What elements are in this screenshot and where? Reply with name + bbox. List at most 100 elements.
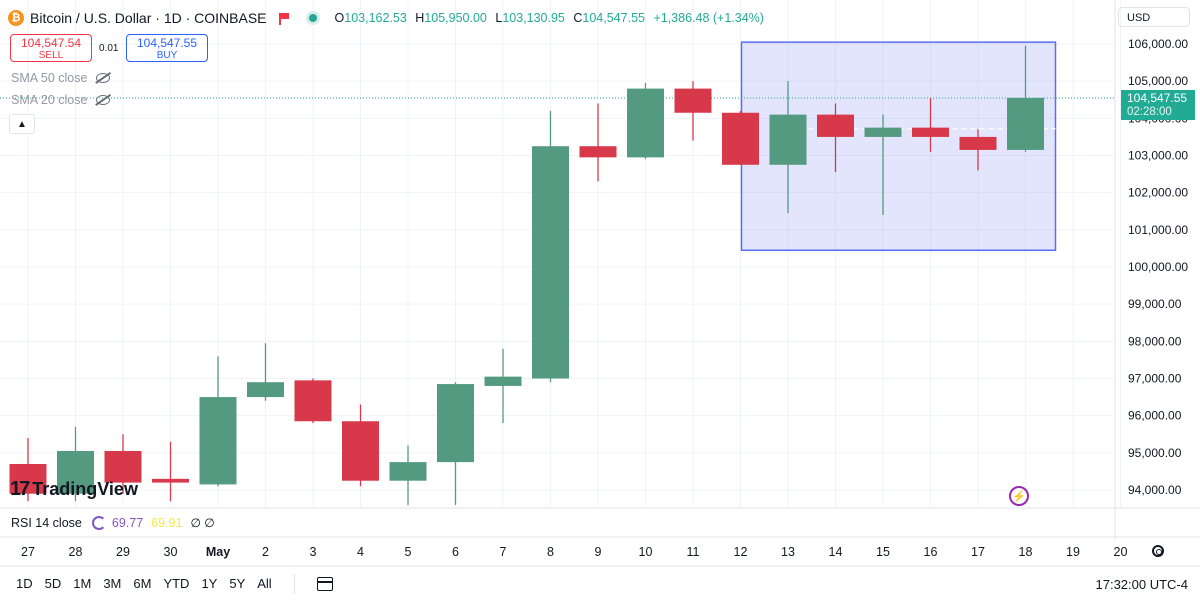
y-tick-label: 94,000.00 bbox=[1128, 483, 1182, 497]
lightning-icon[interactable]: ⚡ bbox=[1009, 486, 1029, 506]
candle-up bbox=[769, 114, 807, 165]
calendar-icon[interactable] bbox=[316, 577, 333, 591]
buy-label: BUY bbox=[156, 50, 178, 61]
timeframe-all[interactable]: All bbox=[257, 576, 272, 591]
clock[interactable]: 17:32:00 UTC-4 bbox=[1095, 576, 1189, 592]
rsi-legend[interactable]: RSI 14 close 69.77 69.91 ∅ ∅ bbox=[11, 516, 223, 530]
x-tick-label: 10 bbox=[639, 545, 653, 559]
timeframe-ytd[interactable]: YTD bbox=[163, 576, 190, 591]
chevron-up-icon: ▲ bbox=[17, 118, 27, 130]
flag-icon[interactable] bbox=[278, 13, 289, 25]
symbol-title[interactable]: Bitcoin / U.S. Dollar · 1D · COINBASE bbox=[30, 10, 267, 26]
rsi-value: 69.77 bbox=[111, 516, 144, 530]
x-tick-label: 28 bbox=[69, 545, 83, 559]
eye-hidden-icon[interactable] bbox=[96, 95, 111, 105]
y-tick-label: 102,000.00 bbox=[1128, 186, 1188, 200]
x-tick-label: 8 bbox=[547, 545, 554, 559]
timeframe-1y[interactable]: 1Y bbox=[201, 576, 218, 591]
candle-up bbox=[389, 462, 427, 481]
timeframe-1d[interactable]: 1D bbox=[16, 576, 33, 591]
currency-selector[interactable]: USD bbox=[1118, 7, 1190, 27]
candle-down bbox=[912, 127, 949, 137]
spread-value: 0.01 bbox=[99, 43, 119, 54]
toolbar-divider bbox=[293, 574, 295, 594]
x-tick-label: 3 bbox=[310, 545, 317, 559]
rsi-ma-value: 69.91 bbox=[151, 516, 183, 530]
x-tick-label: 13 bbox=[781, 545, 795, 559]
timeframe-6m[interactable]: 6M bbox=[133, 576, 152, 591]
y-tick-label: 101,000.00 bbox=[1128, 223, 1188, 237]
gear-icon[interactable] bbox=[1152, 545, 1164, 557]
buy-button[interactable]: 104,547.55 BUY bbox=[126, 34, 208, 62]
x-tick-label: 18 bbox=[1019, 545, 1033, 559]
timeframe-5d[interactable]: 5D bbox=[44, 576, 62, 591]
timeframe-1m[interactable]: 1M bbox=[73, 576, 92, 591]
sell-button[interactable]: 104,547.54 SELL bbox=[10, 34, 92, 62]
high-value: 105,950.00 bbox=[424, 11, 487, 25]
x-tick-label: 30 bbox=[164, 545, 178, 559]
x-tick-label: 27 bbox=[21, 545, 35, 559]
last-price-value: 104,547.55 bbox=[1127, 91, 1188, 105]
candle-down bbox=[674, 88, 712, 113]
tradingview-logo[interactable]: 17 TradingView bbox=[10, 478, 138, 501]
collapse-legend-button[interactable]: ▲ bbox=[9, 114, 35, 134]
candle-down bbox=[959, 136, 997, 150]
eye-hidden-icon[interactable] bbox=[96, 73, 111, 83]
bottom-toolbar: 1D 5D 1M 3M 6M YTD 1Y 5Y All 17:32:00 UT… bbox=[0, 566, 1200, 602]
x-tick-label: 29 bbox=[116, 545, 130, 559]
sell-label: SELL bbox=[38, 50, 64, 61]
y-tick-label: 103,000.00 bbox=[1128, 149, 1188, 163]
candle-up bbox=[532, 146, 569, 379]
x-tick-label: 17 bbox=[971, 545, 985, 559]
timeframe-3m[interactable]: 3M bbox=[103, 576, 122, 591]
x-tick-label: May bbox=[206, 545, 230, 559]
x-tick-label: 11 bbox=[687, 545, 700, 559]
tradingview-logo-text: TradingView bbox=[32, 479, 138, 499]
x-tick-label: 4 bbox=[357, 545, 364, 559]
last-price-tag: 104,547.55 02:28:00 bbox=[1121, 90, 1195, 120]
rsi-empty-values: ∅ ∅ bbox=[190, 516, 215, 530]
low-value: 103,130.95 bbox=[502, 11, 565, 25]
y-tick-label: 99,000.00 bbox=[1128, 297, 1182, 311]
sma50-label: SMA 50 close bbox=[11, 71, 88, 85]
tradingview-mark-icon: 17 bbox=[10, 478, 30, 500]
candle-up bbox=[437, 384, 474, 463]
timeframe-5y[interactable]: 5Y bbox=[229, 576, 246, 591]
symbol-header: ₿ Bitcoin / U.S. Dollar · 1D · COINBASE … bbox=[8, 8, 769, 28]
x-tick-label: 12 bbox=[734, 545, 748, 559]
x-tick-label: 2 bbox=[262, 545, 269, 559]
x-tick-label: 6 bbox=[452, 545, 459, 559]
x-tick-label: 9 bbox=[595, 545, 602, 559]
buy-price: 104,547.55 bbox=[136, 36, 198, 50]
change-value: +1,386.48 (+1.34%) bbox=[653, 11, 764, 25]
candle-up bbox=[199, 397, 237, 485]
candle-up bbox=[484, 376, 522, 386]
x-tick-label: 14 bbox=[829, 545, 843, 559]
candle-down bbox=[152, 478, 189, 483]
y-tick-label: 100,000.00 bbox=[1128, 260, 1188, 274]
candle-up bbox=[627, 88, 664, 158]
candle-up bbox=[1007, 97, 1044, 150]
candle-up bbox=[864, 127, 902, 137]
candle-down bbox=[104, 450, 142, 483]
y-tick-label: 98,000.00 bbox=[1128, 334, 1182, 348]
candle-up bbox=[247, 382, 284, 398]
candle-down bbox=[342, 421, 379, 481]
y-tick-label: 105,000.00 bbox=[1128, 74, 1188, 88]
candle-down bbox=[579, 146, 617, 158]
y-tick-label: 95,000.00 bbox=[1128, 446, 1182, 460]
sma50-legend[interactable]: SMA 50 close bbox=[11, 71, 111, 85]
bar-countdown: 02:28:00 bbox=[1127, 106, 1172, 118]
close-value: 104,547.55 bbox=[582, 11, 645, 25]
candle-down bbox=[722, 112, 759, 165]
candle-up bbox=[57, 450, 94, 494]
x-tick-label: 19 bbox=[1066, 545, 1080, 559]
rsi-label: RSI 14 close bbox=[11, 516, 82, 530]
candle-down bbox=[294, 380, 332, 422]
x-tick-label: 7 bbox=[500, 545, 507, 559]
sma20-legend[interactable]: SMA 20 close bbox=[11, 93, 111, 107]
x-tick-label: 16 bbox=[924, 545, 938, 559]
loading-ring-icon bbox=[91, 516, 106, 530]
open-value: 103,162.53 bbox=[344, 11, 407, 25]
